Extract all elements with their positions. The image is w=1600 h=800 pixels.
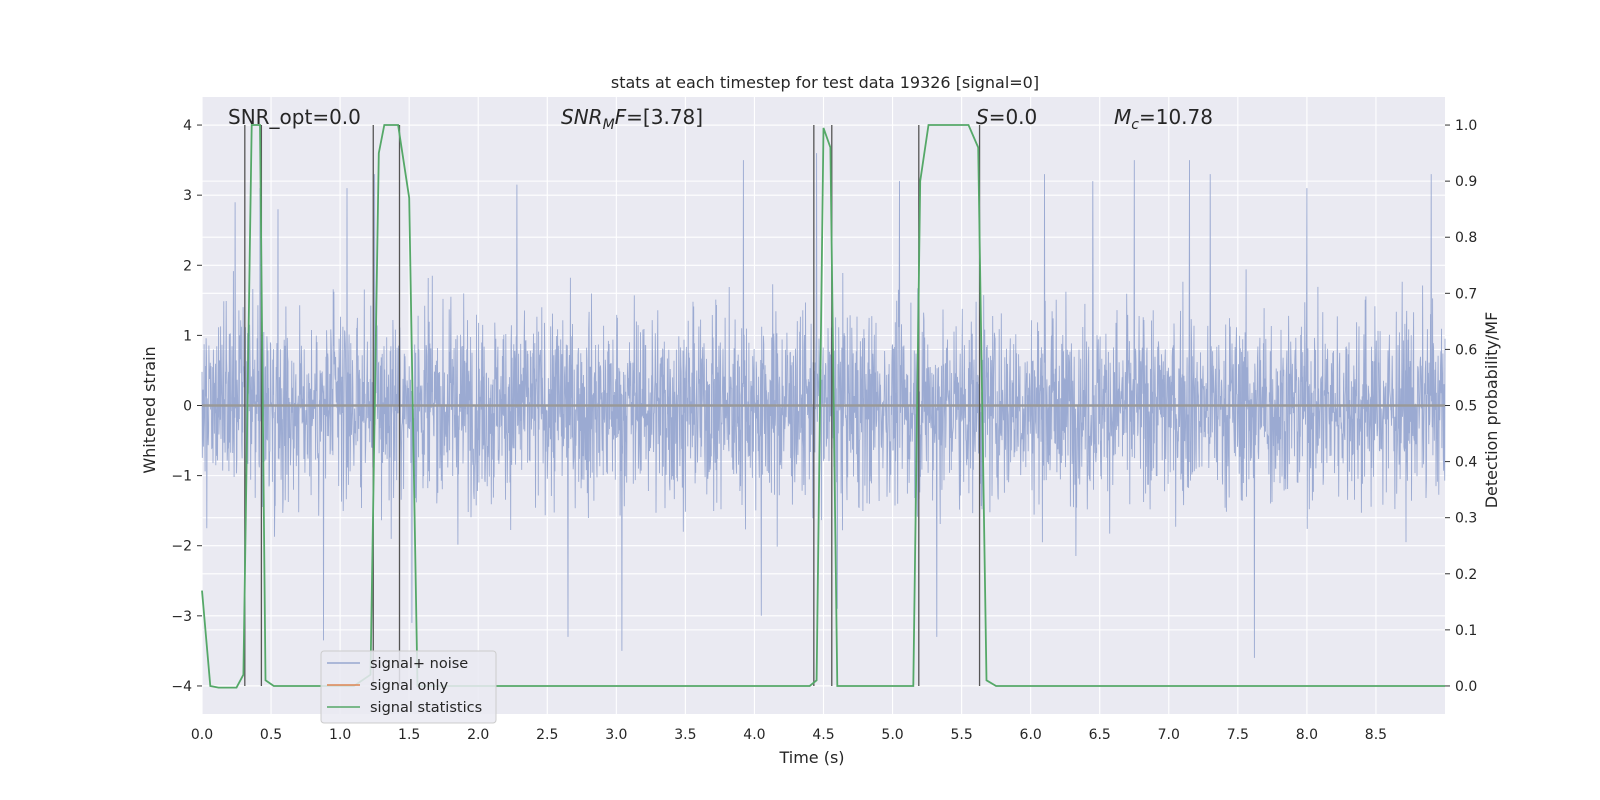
- ticks: 0.0 0.5 1.0 1.5 2.0 2.5 3.0 3.5 4.0 4.5 5.0 5.5 6.0 6…: [171, 118, 1477, 743]
- x-axis-label: Time (s): [778, 748, 844, 767]
- annotation-snr-opt: SNR_opt=0.0: [228, 105, 361, 129]
- y-tick-label-left: 4: [183, 118, 192, 134]
- y-tick-label-left: 0: [183, 399, 192, 415]
- y-tick-label-right: 0.9: [1455, 174, 1477, 190]
- annotation-snr-mf-tail-f: F: [615, 105, 627, 129]
- y-tick-label-left: −3: [171, 609, 192, 625]
- x-tick-label: 7.0: [1158, 727, 1180, 743]
- chart-title: stats at each timestep for test data 193…: [611, 73, 1039, 92]
- legend: signal+ noise signal only signal statist…: [320, 650, 497, 724]
- y-tick-label-left: −2: [171, 539, 192, 555]
- y-axis-label-right: Detection probability/MF: [1482, 312, 1501, 509]
- x-tick-label: 0.5: [260, 727, 282, 743]
- y-tick-label-left: 3: [183, 188, 192, 204]
- x-tick-label: 1.5: [398, 727, 420, 743]
- x-tick-label: 4.5: [812, 727, 834, 743]
- x-tick-label: 3.0: [605, 727, 627, 743]
- y-tick-label-left: −4: [171, 679, 192, 695]
- legend-box: [320, 650, 497, 724]
- annotation-s-base: S: [976, 105, 989, 129]
- y-tick-label-left: 1: [183, 328, 192, 344]
- y-tick-label-right: 1.0: [1455, 118, 1477, 134]
- y-tick-label-right: 0.2: [1455, 567, 1477, 583]
- x-tick-label: 4.0: [743, 727, 765, 743]
- legend-label-signal-noise: signal+ noise: [370, 656, 468, 672]
- annotation-snr-mf-tail: =[3.78]: [626, 105, 703, 129]
- y-tick-label-right: 0.0: [1455, 679, 1477, 695]
- y-tick-label-left: 2: [183, 258, 192, 274]
- x-tick-label: 5.0: [881, 727, 903, 743]
- x-tick-label: 2.0: [467, 727, 489, 743]
- y-tick-label-right: 0.6: [1455, 342, 1477, 358]
- annotation-mc-base: M: [1114, 105, 1131, 129]
- legend-label-signal-only: signal only: [370, 678, 449, 694]
- series-signal-noise: [201, 153, 1446, 658]
- y-tick-label-right: 0.5: [1455, 399, 1477, 415]
- y-tick-label-right: 0.4: [1455, 455, 1477, 471]
- annotation-s-tail: =0.0: [989, 105, 1038, 129]
- x-tick-label: 8.0: [1296, 727, 1318, 743]
- y-tick-label-right: 0.1: [1455, 623, 1477, 639]
- annotation-snr-mf: SNRMF=[3.78]: [561, 105, 703, 133]
- signal-noise-line: [201, 153, 1446, 658]
- y-tick-label-right: 0.3: [1455, 511, 1477, 527]
- x-tick-label: 2.5: [536, 727, 558, 743]
- x-tick-label: 5.5: [950, 727, 972, 743]
- x-tick-label: 6.5: [1089, 727, 1111, 743]
- y-axis-label-left: Whitened strain: [140, 346, 159, 473]
- annotation-mc-sub: c: [1131, 117, 1139, 133]
- annotation-mc: Mc=10.78: [1114, 105, 1213, 133]
- x-tick-label: 7.5: [1227, 727, 1249, 743]
- x-tick-label: 1.0: [329, 727, 351, 743]
- y-tick-label-left: −1: [171, 469, 192, 485]
- vertical-markers: [244, 125, 981, 686]
- annotation-snr-mf-base: SNR: [561, 105, 603, 129]
- annotation-snr-mf-sub: M: [603, 117, 615, 133]
- y-tick-label-right: 0.7: [1455, 286, 1477, 302]
- x-tick-label: 0.0: [191, 727, 213, 743]
- x-tick-label: 3.5: [674, 727, 696, 743]
- annotation-s: S=0.0: [976, 105, 1037, 129]
- y-tick-label-right: 0.8: [1455, 230, 1477, 246]
- x-tick-label: 6.0: [1020, 727, 1042, 743]
- x-tick-label: 8.5: [1365, 727, 1387, 743]
- legend-label-signal-statistics: signal statistics: [370, 700, 482, 716]
- annotation-mc-tail: =10.78: [1139, 105, 1213, 129]
